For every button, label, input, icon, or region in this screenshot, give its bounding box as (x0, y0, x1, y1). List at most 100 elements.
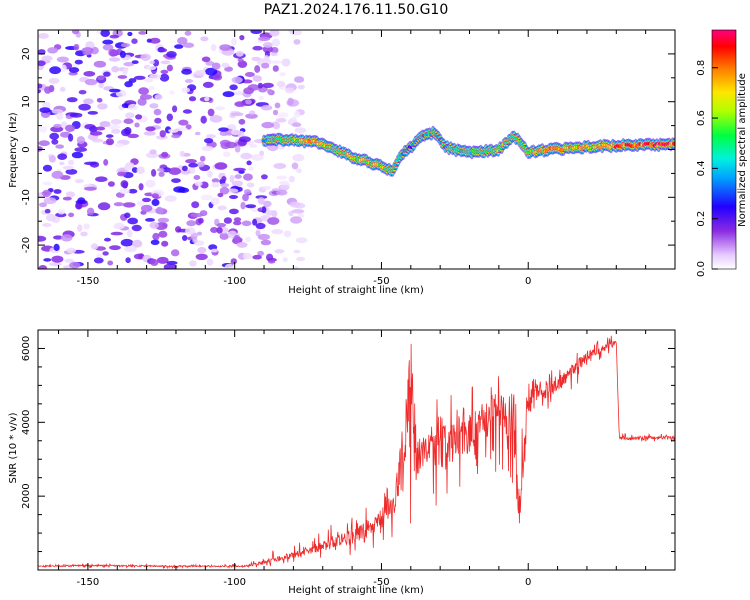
noise-blob (182, 165, 188, 172)
noise-blob (211, 181, 220, 188)
noise-blob (84, 124, 96, 130)
noise-blob (194, 181, 203, 187)
noise-blob (297, 213, 305, 219)
noise-blob (262, 82, 274, 88)
noise-blob (38, 49, 46, 55)
noise-blob (121, 103, 129, 108)
snr-marks (38, 335, 675, 570)
noise-blob (272, 65, 279, 72)
noise-blob (254, 65, 261, 73)
noise-blob (291, 162, 299, 170)
noise-blob (150, 239, 160, 245)
noise-blob (87, 111, 99, 115)
noise-blob (123, 164, 133, 171)
noise-blob (208, 244, 218, 251)
noise-blob (238, 136, 251, 143)
noise-blob (131, 38, 138, 44)
noise-blob (95, 176, 108, 182)
noise-blob (267, 88, 273, 95)
noise-blob (284, 87, 295, 94)
noise-blob (68, 67, 80, 73)
spectrogram-x-ticks: -150 -100 -50 0 (58, 30, 676, 287)
noise-blob (249, 143, 257, 148)
noise-blob (249, 110, 256, 115)
noise-blob (103, 71, 111, 77)
noise-blob (217, 192, 224, 198)
noise-blob (231, 76, 243, 84)
noise-blob (172, 105, 178, 113)
x-tick-label: -100 (223, 276, 246, 287)
noise-blob (146, 65, 157, 71)
noise-blob (273, 163, 287, 169)
noise-blob (59, 161, 65, 166)
noise-blob (181, 68, 193, 75)
noise-blob (103, 159, 109, 166)
noise-blob (268, 259, 276, 264)
noise-blob (173, 186, 186, 193)
noise-blob (245, 204, 257, 209)
colorbar: 0.0 0.2 0.4 0.6 0.8 Normalized spectral ampl… (696, 29, 748, 277)
y-tick-label: 4000 (21, 410, 32, 435)
noise-blob (150, 259, 159, 266)
noise-blob (124, 126, 132, 135)
noise-blob (117, 75, 128, 79)
noise-blob (231, 180, 243, 187)
noise-blob (68, 133, 74, 142)
noise-blob (275, 118, 287, 123)
noise-blob (207, 108, 215, 117)
colorbar-tick-label: 0.2 (696, 211, 707, 227)
noise-blob (255, 222, 266, 230)
noise-blob (181, 87, 191, 93)
noise-blob (48, 262, 62, 267)
noise-blob (138, 87, 150, 95)
noise-blob (171, 178, 181, 184)
noise-blob (38, 125, 48, 133)
noise-blob (110, 119, 122, 125)
noise-blob (149, 37, 161, 44)
noise-blob (51, 170, 64, 179)
snr-series-line (38, 335, 675, 570)
noise-blob (210, 248, 218, 253)
noise-blob (64, 258, 75, 263)
noise-blob (271, 229, 284, 235)
noise-blob (201, 145, 214, 152)
noise-blob (157, 217, 170, 223)
noise-blob (267, 217, 280, 225)
noise-blob (211, 62, 221, 70)
noise-blob (296, 256, 306, 262)
noise-blob (245, 99, 252, 105)
noise-blob (109, 34, 120, 39)
colorbar-gradient (712, 30, 736, 269)
noise-blob (255, 195, 268, 200)
noise-blob (246, 160, 252, 166)
noise-blob (92, 138, 104, 143)
noise-blob (69, 261, 81, 269)
noise-blob (178, 119, 189, 126)
noise-blob (263, 55, 270, 62)
noise-blob (237, 60, 248, 68)
noise-blob (257, 250, 264, 256)
noise-blob (125, 112, 135, 119)
noise-blob (65, 124, 76, 132)
noise-blob (227, 188, 239, 193)
noise-blob (229, 174, 235, 183)
noise-blob (291, 209, 305, 214)
noise-blob (245, 113, 258, 119)
noise-blob (210, 227, 219, 233)
noise-blob (182, 42, 195, 48)
noise-blob (186, 220, 197, 227)
noise-blob (53, 189, 62, 194)
noise-blob (239, 35, 245, 41)
noise-blob (246, 182, 255, 188)
noise-blob (223, 217, 232, 224)
noise-blob (257, 197, 265, 205)
noise-blob (200, 194, 213, 201)
noise-blob (282, 257, 288, 263)
noise-blob (137, 98, 147, 106)
noise-blob (38, 33, 49, 39)
heatmap-marks (38, 30, 675, 269)
noise-blob (293, 266, 299, 269)
noise-blob (124, 212, 131, 219)
noise-blob (234, 174, 242, 179)
noise-blob (184, 30, 192, 36)
